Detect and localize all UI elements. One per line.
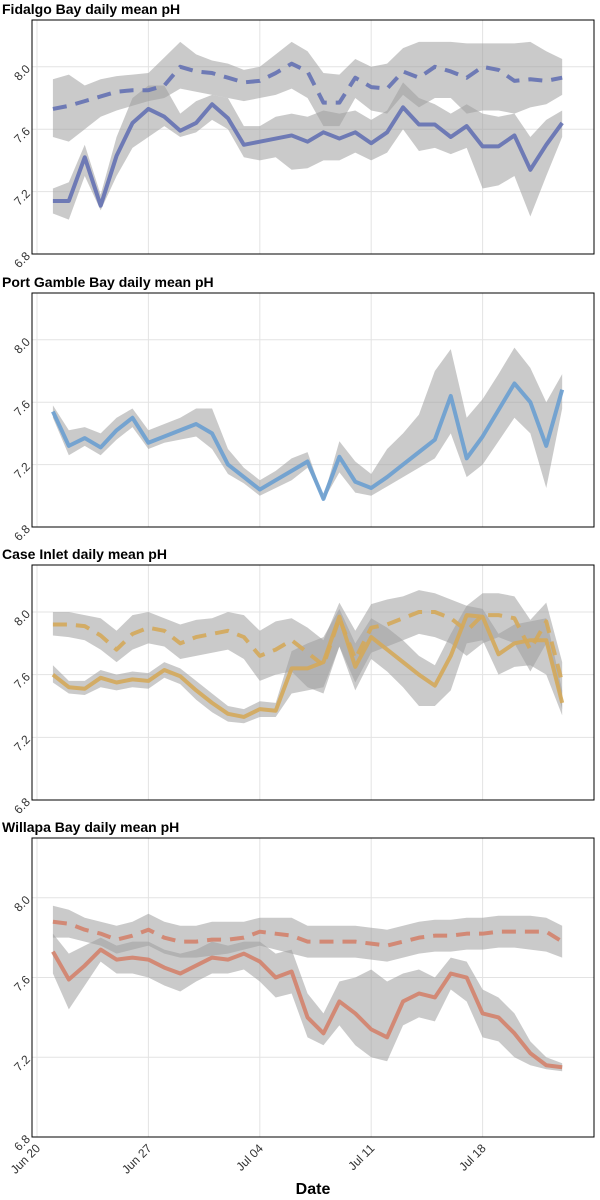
x-tick-label: Jun 27 <box>119 1141 155 1177</box>
y-tick-label: 7.6 <box>11 397 33 419</box>
line <box>51 947 563 1070</box>
y-tick-label: 8.0 <box>11 607 33 629</box>
y-tick-label: 7.6 <box>11 669 33 691</box>
line <box>52 610 565 684</box>
plot-frame <box>31 19 595 255</box>
panel-title: Port Gamble Bay daily mean pH <box>2 274 214 290</box>
y-tick-label: 7.2 <box>11 1052 33 1074</box>
plot-background <box>32 838 594 1137</box>
ribbon <box>52 905 563 962</box>
line <box>52 102 564 208</box>
x-tick-label: Jul 18 <box>456 1141 489 1174</box>
y-tick-label: 6.8 <box>11 522 33 544</box>
plot-frame <box>31 564 595 801</box>
line <box>52 919 564 948</box>
y-tick-label: 6.8 <box>11 249 33 271</box>
y-tick-label: 6.8 <box>11 795 33 817</box>
ribbon <box>52 82 563 220</box>
y-tick-label: 8.0 <box>11 335 33 357</box>
y-tick-label: 7.6 <box>11 124 33 146</box>
x-axis-label: Date <box>296 1181 331 1198</box>
panel-title: Fidalgo Bay daily mean pH <box>2 1 180 17</box>
x-tick-label: Jul 11 <box>345 1141 377 1173</box>
plot-frame <box>31 837 595 1138</box>
panel-title: Willapa Bay daily mean pH <box>2 819 179 835</box>
plot-frame <box>31 292 595 528</box>
line <box>51 381 565 501</box>
y-tick-label: 7.6 <box>11 972 33 994</box>
ribbon <box>52 590 563 710</box>
ribbon <box>52 347 563 501</box>
ribbon <box>52 933 563 1072</box>
y-tick-label: 7.2 <box>11 732 33 754</box>
y-tick-label: 7.2 <box>11 186 33 208</box>
y-tick-label: 8.0 <box>11 893 33 915</box>
x-tick-label: Jul 04 <box>233 1141 266 1174</box>
y-tick-label: 8.0 <box>11 62 33 84</box>
y-tick-label: 7.2 <box>11 459 33 481</box>
line <box>52 61 563 111</box>
line <box>51 613 565 719</box>
panel-title: Case Inlet daily mean pH <box>2 546 167 562</box>
